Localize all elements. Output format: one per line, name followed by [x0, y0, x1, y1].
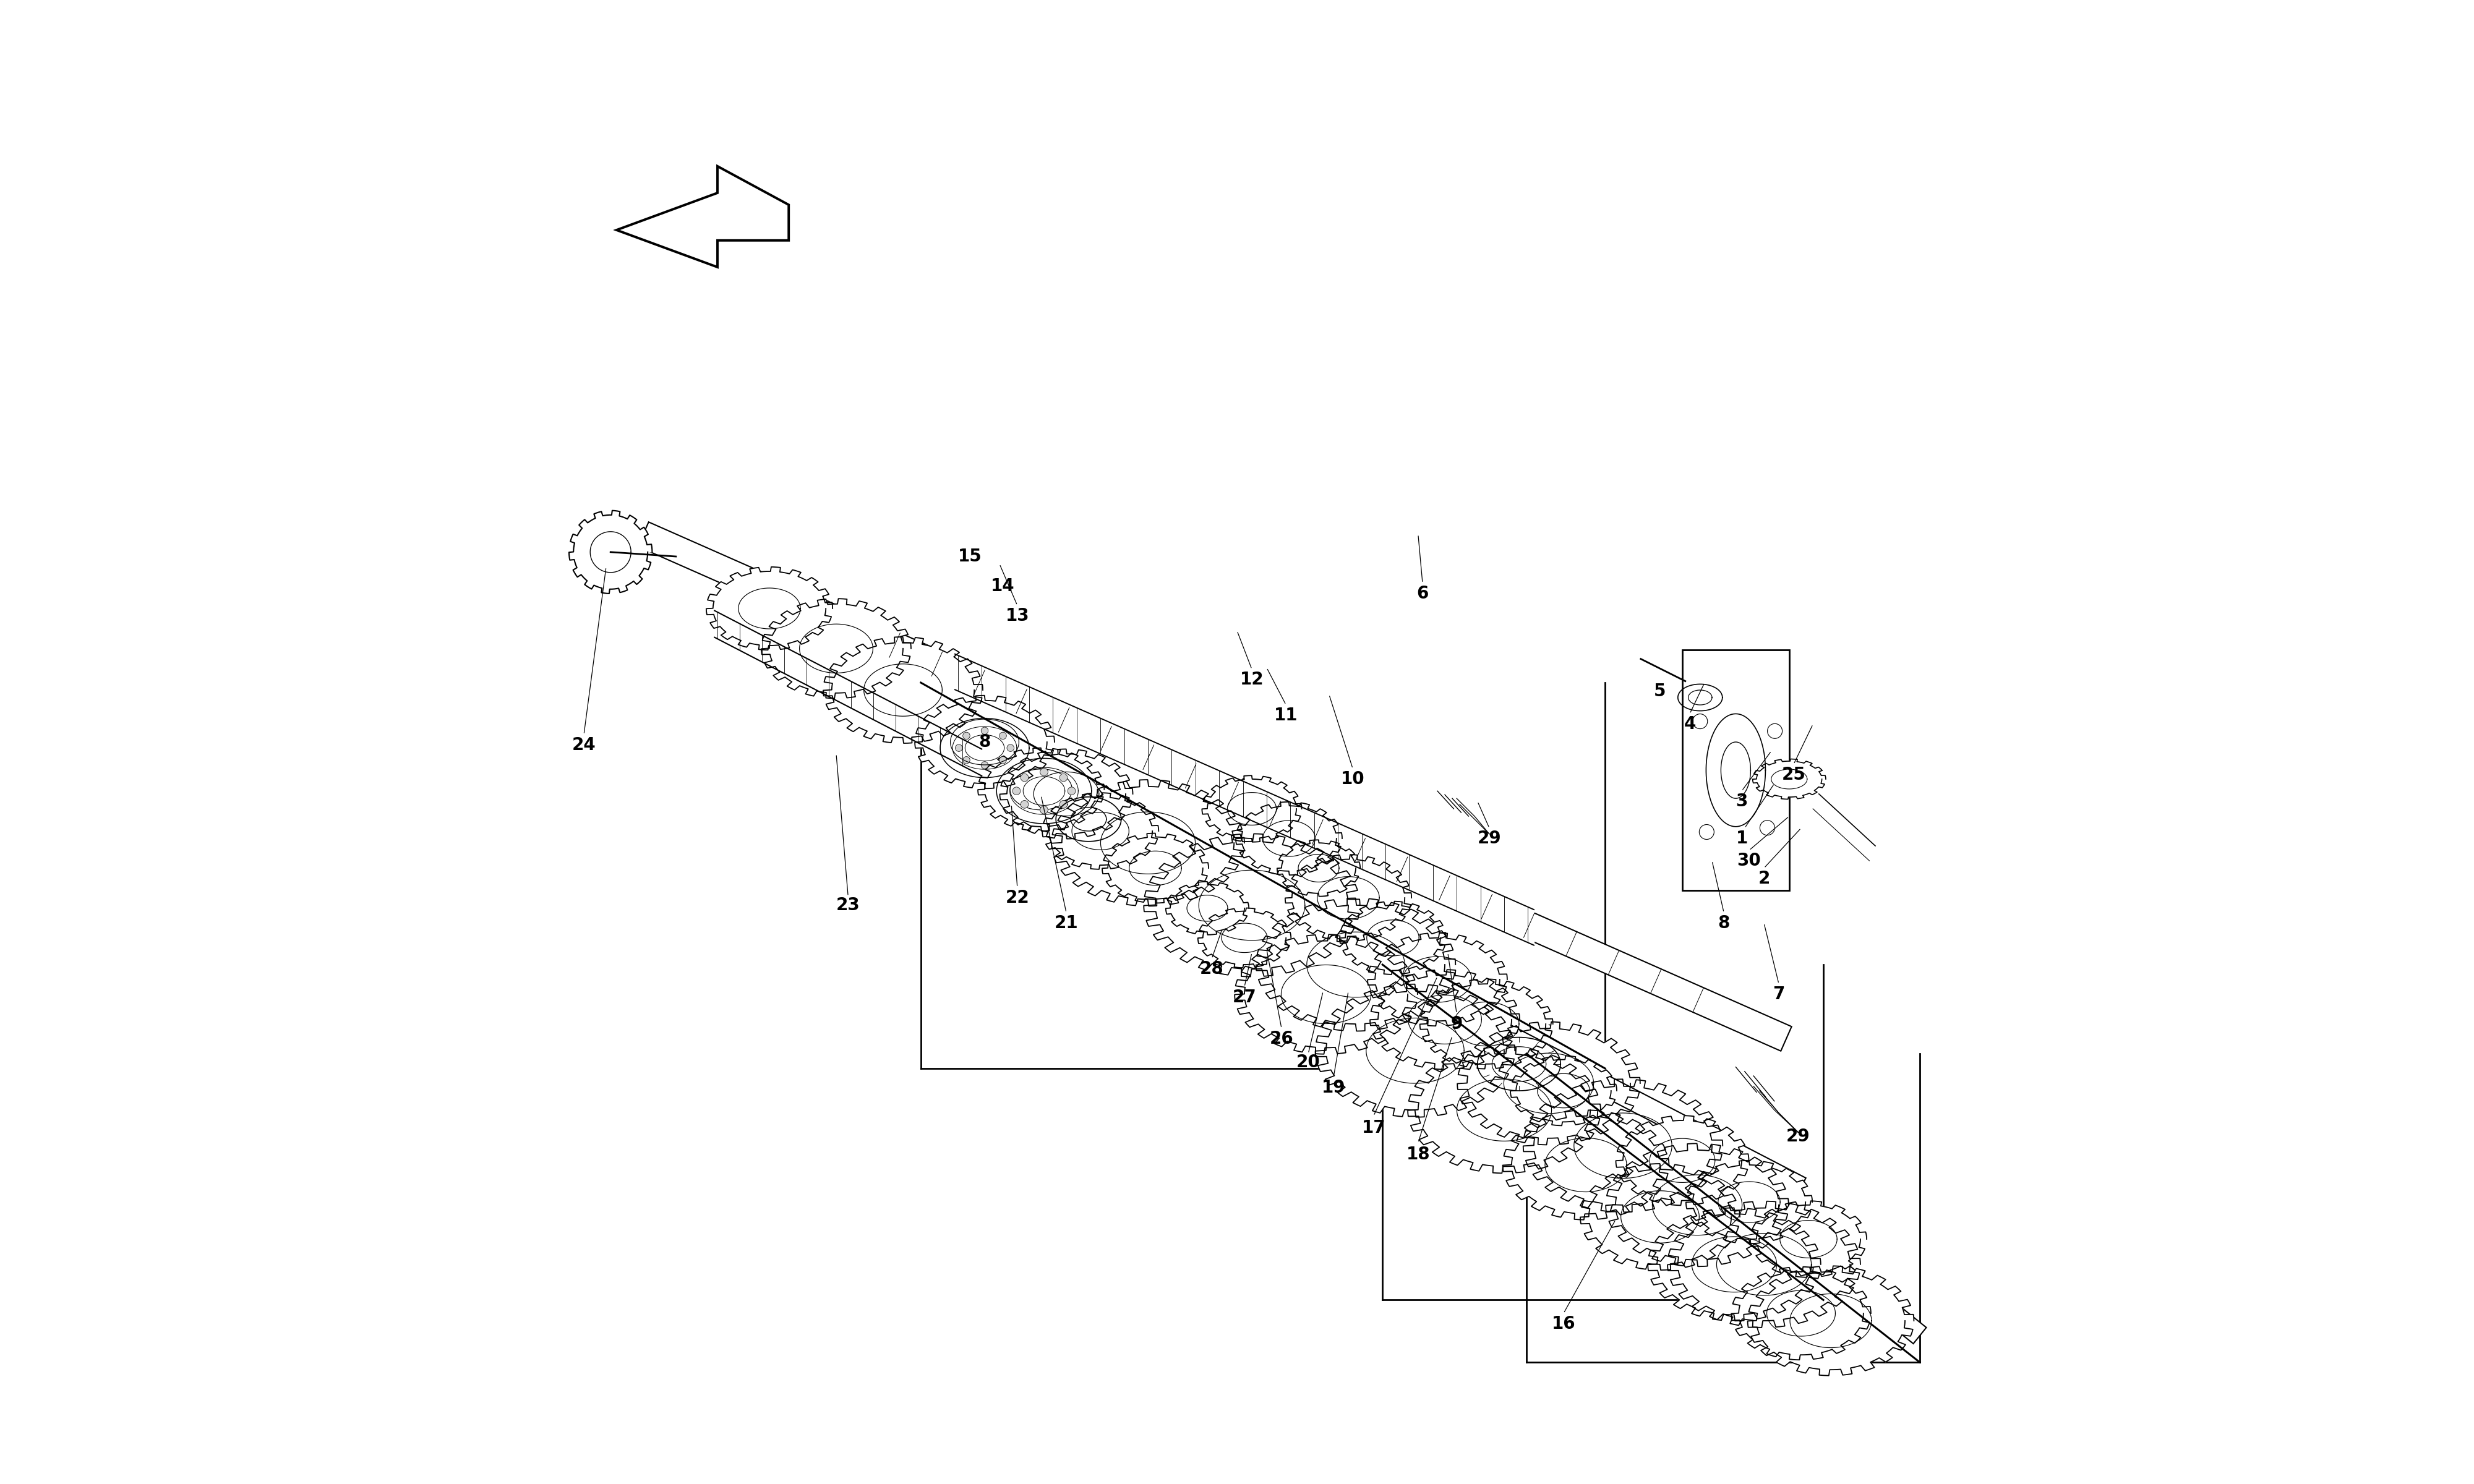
Polygon shape	[1284, 855, 1413, 941]
Circle shape	[1007, 745, 1014, 751]
Polygon shape	[1165, 881, 1249, 935]
Text: 20: 20	[1296, 1054, 1321, 1071]
Text: 6: 6	[1418, 585, 1427, 603]
Text: 14: 14	[990, 577, 1014, 595]
Polygon shape	[1749, 1201, 1868, 1278]
Polygon shape	[762, 598, 910, 699]
Polygon shape	[1606, 1144, 1789, 1266]
Circle shape	[1759, 821, 1774, 835]
Polygon shape	[638, 522, 1791, 1051]
Polygon shape	[997, 758, 1091, 824]
Circle shape	[982, 727, 987, 735]
Polygon shape	[1682, 650, 1789, 890]
Text: 8: 8	[980, 733, 990, 751]
Polygon shape	[1101, 833, 1210, 904]
Polygon shape	[1042, 792, 1158, 870]
Text: 24: 24	[571, 736, 596, 754]
Circle shape	[1022, 773, 1029, 782]
Text: 30: 30	[1737, 852, 1761, 870]
Polygon shape	[1747, 1266, 1915, 1376]
Text: 1: 1	[1737, 830, 1747, 847]
Polygon shape	[1371, 969, 1519, 1070]
Polygon shape	[1230, 779, 1927, 1343]
Polygon shape	[1316, 984, 1514, 1117]
Polygon shape	[1051, 779, 1244, 907]
Text: 22: 22	[1004, 889, 1029, 907]
Circle shape	[982, 761, 987, 769]
Text: 26: 26	[1269, 1030, 1294, 1048]
Circle shape	[1059, 773, 1066, 782]
Circle shape	[1022, 800, 1029, 809]
Text: 19: 19	[1321, 1079, 1346, 1097]
Polygon shape	[940, 718, 1029, 778]
Text: 23: 23	[836, 896, 861, 914]
Circle shape	[999, 757, 1007, 764]
Polygon shape	[824, 637, 982, 743]
Polygon shape	[1524, 1079, 1722, 1212]
Polygon shape	[1685, 1160, 1813, 1244]
Polygon shape	[1235, 935, 1418, 1054]
Text: 15: 15	[957, 548, 982, 565]
Polygon shape	[1457, 1022, 1640, 1144]
Text: 28: 28	[1200, 960, 1225, 978]
Polygon shape	[1581, 1163, 1739, 1270]
Text: 10: 10	[1341, 770, 1366, 788]
Polygon shape	[1338, 901, 1447, 975]
Circle shape	[1039, 806, 1049, 813]
Polygon shape	[705, 567, 834, 650]
Circle shape	[1012, 787, 1019, 795]
Polygon shape	[1235, 801, 1343, 876]
Polygon shape	[1143, 834, 1361, 976]
Polygon shape	[999, 749, 1133, 838]
Text: 25: 25	[1781, 766, 1806, 784]
Text: 3: 3	[1737, 792, 1747, 810]
Polygon shape	[1732, 1267, 1870, 1359]
Polygon shape	[1277, 840, 1361, 896]
Polygon shape	[616, 166, 789, 267]
Circle shape	[955, 745, 962, 751]
Text: 4: 4	[1685, 715, 1695, 733]
Text: 27: 27	[1232, 988, 1257, 1006]
Text: 29: 29	[1786, 1128, 1811, 1146]
Text: 12: 12	[1239, 671, 1264, 689]
Text: 17: 17	[1361, 1119, 1385, 1137]
Polygon shape	[1202, 776, 1301, 841]
Polygon shape	[1648, 1208, 1821, 1321]
Text: 21: 21	[1054, 914, 1079, 932]
Polygon shape	[1408, 1046, 1601, 1174]
Polygon shape	[1667, 1201, 1860, 1328]
Polygon shape	[1368, 933, 1507, 1025]
Text: 7: 7	[1774, 985, 1784, 1003]
Text: 8: 8	[1717, 914, 1729, 932]
Circle shape	[1766, 724, 1781, 739]
Polygon shape	[1502, 1110, 1670, 1220]
Text: 16: 16	[1551, 1315, 1576, 1333]
Polygon shape	[1420, 979, 1554, 1068]
Polygon shape	[977, 748, 1103, 831]
Polygon shape	[1477, 1037, 1561, 1091]
Circle shape	[1700, 825, 1714, 840]
Polygon shape	[1509, 1055, 1618, 1126]
Text: 11: 11	[1274, 706, 1299, 724]
Polygon shape	[1257, 898, 1455, 1031]
Text: 18: 18	[1405, 1146, 1430, 1163]
Circle shape	[962, 732, 970, 739]
Circle shape	[1039, 769, 1049, 776]
Circle shape	[962, 757, 970, 764]
Circle shape	[999, 732, 1007, 739]
Text: 5: 5	[1655, 683, 1665, 700]
Polygon shape	[1752, 758, 1826, 800]
Text: 2: 2	[1759, 870, 1769, 887]
Polygon shape	[569, 510, 653, 594]
Polygon shape	[915, 696, 1054, 788]
Polygon shape	[1616, 1116, 1749, 1205]
Circle shape	[1069, 787, 1076, 795]
Circle shape	[1059, 800, 1066, 809]
Polygon shape	[1197, 908, 1291, 968]
Polygon shape	[794, 659, 1806, 1196]
Text: 29: 29	[1477, 830, 1502, 847]
Text: 13: 13	[1004, 607, 1029, 625]
Text: 9: 9	[1450, 1015, 1462, 1033]
Circle shape	[1692, 714, 1707, 729]
